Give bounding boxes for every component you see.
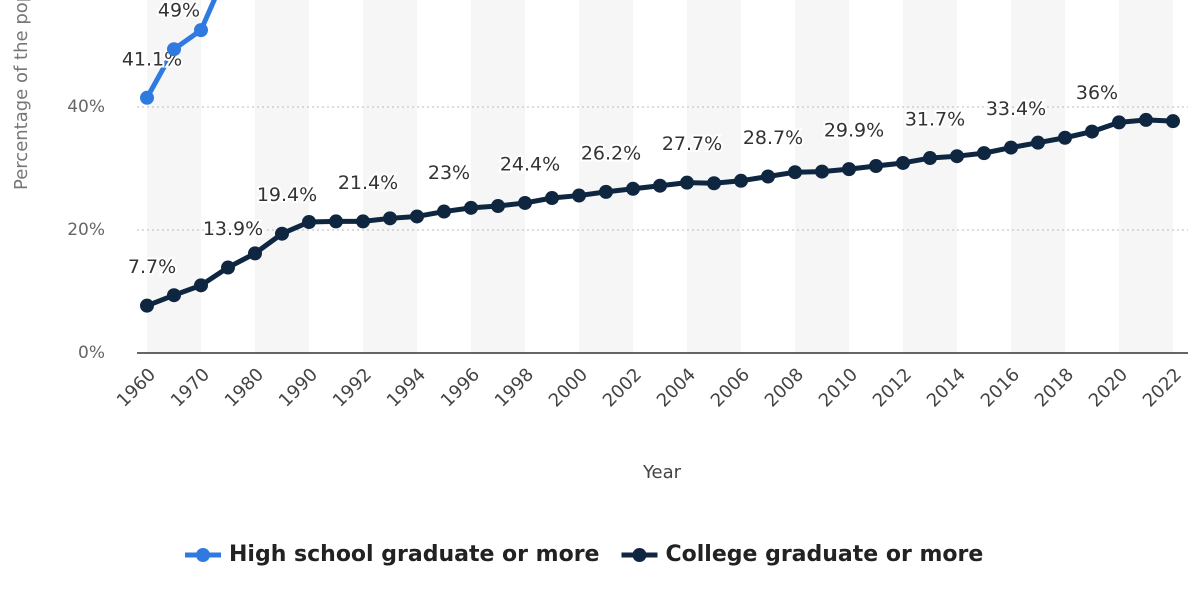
data-point xyxy=(410,209,424,224)
y-tick-label: 0% xyxy=(78,343,105,363)
data-point xyxy=(194,23,208,38)
data-label: 26.2% xyxy=(581,142,641,164)
data-point xyxy=(1085,124,1099,139)
data-point xyxy=(1058,130,1072,145)
x-tick-label: 2004 xyxy=(653,364,700,411)
x-tick-label: 1992 xyxy=(329,364,376,411)
stripe xyxy=(1011,0,1065,353)
y-tick-label: 20% xyxy=(67,220,105,240)
data-point xyxy=(788,165,802,180)
x-tick-label: 1980 xyxy=(221,364,268,411)
data-point xyxy=(437,204,451,219)
data-label: 19.4% xyxy=(257,184,317,206)
legend-swatch xyxy=(632,548,647,562)
data-point xyxy=(653,178,667,193)
x-tick-label: 1960 xyxy=(113,364,160,411)
data-label: 31.7% xyxy=(905,109,965,131)
data-point xyxy=(815,164,829,179)
data-point xyxy=(194,278,208,293)
x-tick-label: 2018 xyxy=(1031,364,1078,411)
data-point xyxy=(329,214,343,229)
y-tick-label: 40% xyxy=(67,97,105,117)
stripe xyxy=(903,0,957,353)
x-tick-label: 2002 xyxy=(599,364,646,411)
x-tick-label: 2012 xyxy=(869,364,916,411)
stripe xyxy=(255,0,309,353)
data-point xyxy=(356,214,370,229)
data-point xyxy=(761,169,775,184)
series-line xyxy=(144,0,217,99)
stripe xyxy=(579,0,633,353)
data-point xyxy=(383,211,397,226)
data-point xyxy=(950,149,964,164)
data-point xyxy=(302,215,316,230)
x-tick-label: 1996 xyxy=(437,364,484,411)
x-tick-label: 1994 xyxy=(383,364,430,411)
data-label: 21.4% xyxy=(338,172,398,194)
data-label: 7.7% xyxy=(128,256,176,278)
data-point xyxy=(626,181,640,196)
data-label: 33.4% xyxy=(986,98,1046,120)
data-point xyxy=(734,173,748,188)
legend-item: High school graduate or more xyxy=(185,542,599,567)
data-label: 28.7% xyxy=(743,127,803,149)
data-label: 13.9% xyxy=(203,218,263,240)
legend-item: College graduate or more xyxy=(621,542,983,567)
data-point xyxy=(518,195,532,210)
legend-swatch xyxy=(196,548,210,562)
data-point xyxy=(923,151,937,166)
data-point xyxy=(1112,115,1126,130)
data-point xyxy=(167,288,181,303)
data-label: 29.9% xyxy=(824,120,884,142)
data-point xyxy=(491,199,505,214)
data-point xyxy=(167,42,181,57)
data-point xyxy=(545,191,559,206)
x-tick-label: 2022 xyxy=(1139,364,1186,411)
x-tick-label: 1970 xyxy=(167,364,214,411)
legend-label: College graduate or more xyxy=(665,542,983,567)
data-point xyxy=(464,200,478,215)
legend-label: High school graduate or more xyxy=(229,542,599,567)
data-point xyxy=(896,155,910,170)
data-point xyxy=(248,246,262,261)
x-tick-label: 2020 xyxy=(1085,364,1132,411)
data-label: 36% xyxy=(1076,82,1118,104)
x-tick-label: 1990 xyxy=(275,364,322,411)
data-label: 23% xyxy=(428,162,470,184)
data-point xyxy=(221,260,235,275)
data-label: 49% xyxy=(158,0,200,22)
y-axis-title: Percentage of the population xyxy=(11,0,32,190)
x-tick-label: 2006 xyxy=(707,364,754,411)
data-point xyxy=(1031,135,1045,150)
data-point xyxy=(680,175,694,190)
data-point xyxy=(707,176,721,191)
data-label: 27.7% xyxy=(662,133,722,155)
data-point xyxy=(1166,114,1180,129)
x-tick-label: 2016 xyxy=(977,364,1024,411)
data-point xyxy=(275,226,289,241)
data-point xyxy=(140,298,154,313)
data-point xyxy=(842,162,856,177)
x-tick-label: 2014 xyxy=(923,364,970,411)
x-tick-label: 1998 xyxy=(491,364,538,411)
stripe xyxy=(363,0,417,353)
stripe xyxy=(1119,0,1173,353)
data-point xyxy=(599,184,613,199)
data-point xyxy=(1139,112,1153,127)
x-tick-label: 2000 xyxy=(545,364,592,411)
x-axis-title: Year xyxy=(642,462,682,483)
data-point xyxy=(977,146,991,161)
x-tick-label: 2010 xyxy=(815,364,862,411)
data-point xyxy=(1004,140,1018,155)
data-label: 24.4% xyxy=(500,153,560,175)
data-point xyxy=(869,159,883,174)
data-point xyxy=(140,90,154,105)
x-tick-label: 2008 xyxy=(761,364,808,411)
data-point xyxy=(572,188,586,203)
stripe xyxy=(471,0,525,353)
